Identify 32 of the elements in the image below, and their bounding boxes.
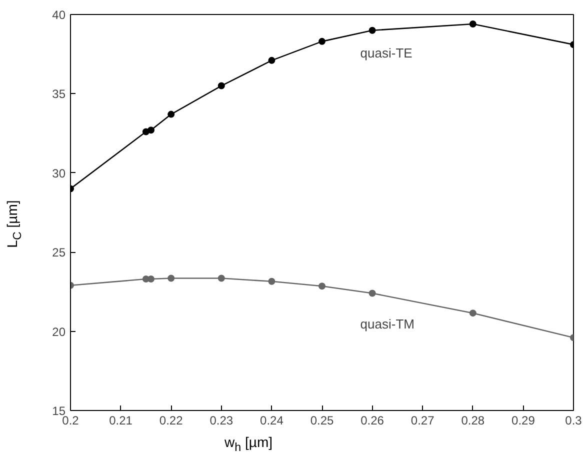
x-tick-label: 0.23 — [210, 414, 234, 428]
x-tick-label: 0.28 — [461, 414, 485, 428]
point — [368, 26, 376, 34]
point — [469, 20, 476, 28]
x-tick-label: 0.22 — [159, 414, 184, 428]
series-label: quasi-TE — [360, 45, 413, 60]
point — [147, 126, 154, 134]
point — [168, 274, 175, 282]
x-tick-label: 0.24 — [260, 414, 284, 428]
series-label: quasi-TM — [360, 316, 414, 332]
point — [318, 282, 326, 290]
x-tick-label: 0.21 — [109, 414, 133, 428]
point — [218, 82, 225, 90]
x-tick-label: 0.27 — [410, 414, 435, 428]
x-tick-label: 0.2 — [62, 414, 80, 428]
x-tick-label: 0.3 — [565, 414, 582, 428]
y-tick-label: 20 — [52, 324, 66, 339]
point — [218, 274, 225, 282]
y-tick-label: 25 — [52, 246, 66, 260]
y-tick-label: 30 — [52, 166, 66, 180]
point — [469, 310, 476, 317]
point — [268, 278, 276, 285]
x-tick-label: 0.26 — [360, 414, 384, 428]
x-tick-label: 0.29 — [512, 414, 536, 428]
y-tick-label: 40 — [52, 8, 66, 22]
x-tick-label: 0.25 — [310, 414, 334, 428]
point — [268, 56, 276, 64]
point — [168, 110, 175, 118]
point — [318, 38, 326, 45]
y-tick-label: 35 — [52, 87, 66, 102]
point — [368, 290, 376, 297]
x-axis-title: w$_{h}$ [µm] — [223, 433, 274, 456]
